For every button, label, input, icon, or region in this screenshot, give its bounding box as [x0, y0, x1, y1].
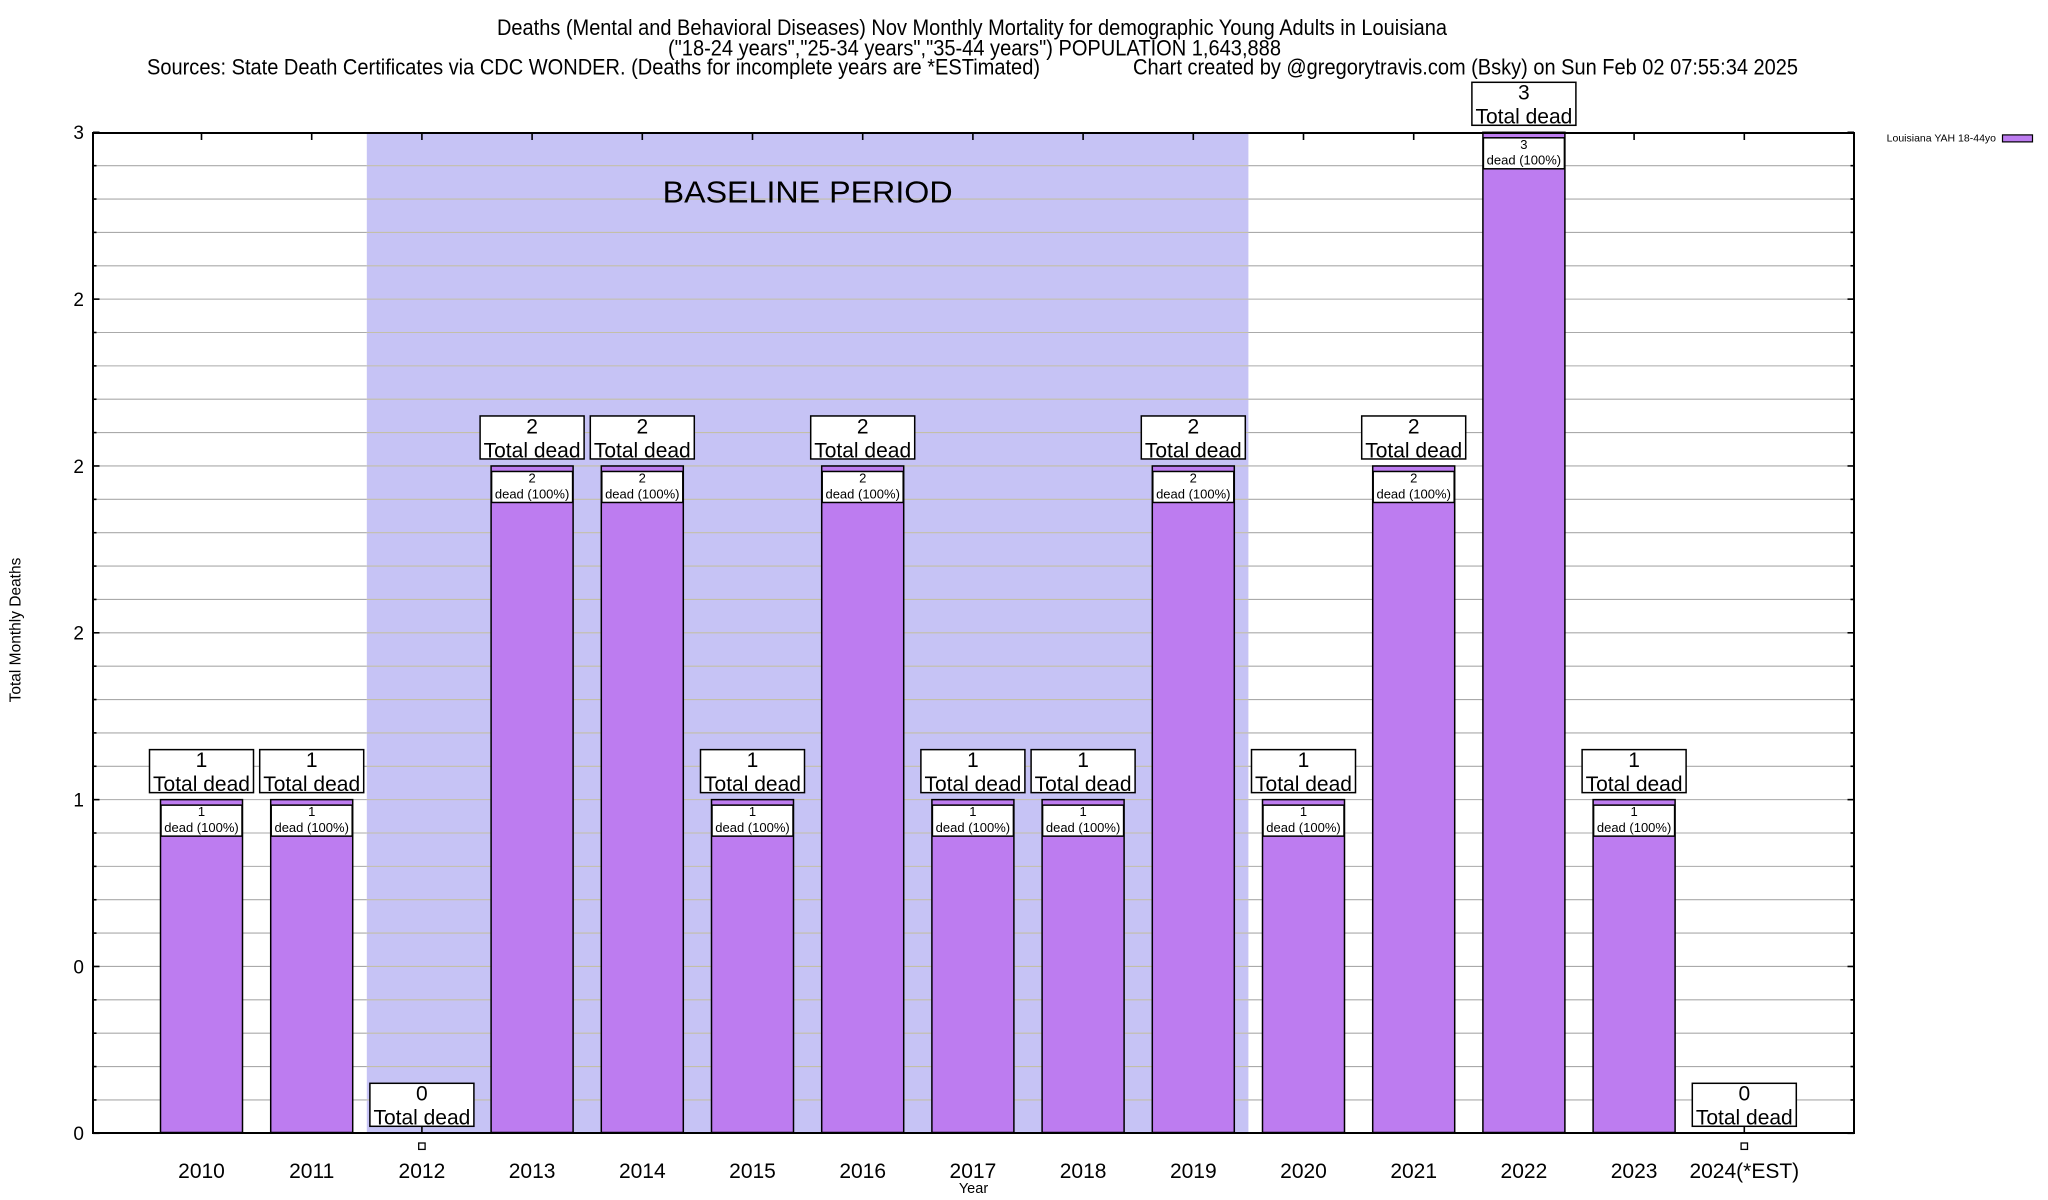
- svg-text:Total dead: Total dead: [1145, 439, 1242, 462]
- svg-text:2: 2: [73, 457, 84, 478]
- svg-text:1: 1: [967, 749, 979, 772]
- svg-text:2021: 2021: [1390, 1160, 1437, 1183]
- svg-text:dead (100%): dead (100%): [1597, 820, 1671, 835]
- svg-text:1: 1: [1079, 804, 1086, 819]
- svg-text:Total dead: Total dead: [1696, 1107, 1793, 1130]
- svg-text:2019: 2019: [1170, 1160, 1217, 1183]
- svg-text:Year: Year: [959, 1181, 988, 1197]
- svg-text:0: 0: [73, 957, 84, 978]
- svg-text:dead (100%): dead (100%): [825, 486, 899, 501]
- svg-text:2: 2: [857, 415, 869, 438]
- svg-text:dead (100%): dead (100%): [274, 820, 348, 835]
- svg-text:1: 1: [73, 791, 84, 812]
- svg-text:2011: 2011: [289, 1160, 334, 1183]
- svg-text:Total dead: Total dead: [1035, 773, 1132, 796]
- svg-text:1: 1: [306, 749, 318, 772]
- svg-text:Total dead: Total dead: [814, 439, 911, 462]
- svg-text:2022: 2022: [1501, 1160, 1548, 1183]
- svg-text:BASELINE PERIOD: BASELINE PERIOD: [663, 175, 953, 210]
- svg-text:1: 1: [198, 804, 205, 819]
- svg-text:dead (100%): dead (100%): [495, 486, 569, 501]
- svg-text:1: 1: [1628, 749, 1640, 772]
- svg-text:1: 1: [1630, 804, 1637, 819]
- svg-text:0: 0: [73, 1124, 84, 1145]
- svg-text:3: 3: [1520, 137, 1527, 152]
- svg-text:Deaths (Mental and Behavioral: Deaths (Mental and Behavioral Diseases) …: [497, 15, 1448, 40]
- svg-text:1: 1: [1298, 749, 1310, 772]
- svg-text:1: 1: [747, 749, 759, 772]
- svg-text:0: 0: [416, 1083, 428, 1106]
- svg-text:2023: 2023: [1611, 1160, 1658, 1183]
- svg-text:("18-24 years","25-34 years",": ("18-24 years","25-34 years","35-44 year…: [668, 35, 1281, 60]
- svg-text:1: 1: [749, 804, 756, 819]
- svg-text:2: 2: [859, 470, 866, 485]
- svg-text:3: 3: [73, 123, 84, 144]
- svg-text:2014: 2014: [619, 1160, 666, 1183]
- svg-text:Total dead: Total dead: [1255, 773, 1352, 796]
- svg-text:Total Monthly Deaths: Total Monthly Deaths: [8, 557, 25, 702]
- svg-text:2: 2: [636, 415, 648, 438]
- svg-text:2: 2: [1408, 415, 1420, 438]
- svg-text:Total dead: Total dead: [924, 773, 1021, 796]
- svg-text:dead (100%): dead (100%): [164, 820, 238, 835]
- svg-text:Total dead: Total dead: [1365, 439, 1462, 462]
- svg-text:2: 2: [528, 470, 535, 485]
- svg-text:Total dead: Total dead: [373, 1107, 470, 1130]
- svg-text:dead (100%): dead (100%): [605, 486, 679, 501]
- svg-text:dead (100%): dead (100%): [1487, 153, 1561, 168]
- svg-text:2020: 2020: [1280, 1160, 1327, 1183]
- svg-text:2015: 2015: [729, 1160, 776, 1183]
- svg-text:2013: 2013: [509, 1160, 556, 1183]
- svg-text:Total dead: Total dead: [153, 773, 250, 796]
- svg-text:2: 2: [73, 624, 84, 645]
- svg-text:2: 2: [639, 470, 646, 485]
- svg-text:dead (100%): dead (100%): [715, 820, 789, 835]
- svg-text:2012: 2012: [399, 1160, 446, 1183]
- svg-text:2018: 2018: [1060, 1160, 1107, 1183]
- svg-text:2: 2: [1187, 415, 1199, 438]
- svg-text:2: 2: [73, 290, 84, 311]
- svg-text:1: 1: [1077, 749, 1089, 772]
- svg-text:2: 2: [1190, 470, 1197, 485]
- svg-text:2016: 2016: [839, 1160, 886, 1183]
- svg-text:Total dead: Total dead: [704, 773, 801, 796]
- svg-text:Sources: State Death Certifica: Sources: State Death Certificates via CD…: [147, 55, 1040, 80]
- svg-text:2: 2: [526, 415, 538, 438]
- svg-text:Total dead: Total dead: [594, 439, 691, 462]
- svg-text:Total dead: Total dead: [484, 439, 581, 462]
- svg-text:Total dead: Total dead: [1475, 106, 1572, 129]
- svg-text:3: 3: [1518, 82, 1530, 105]
- svg-text:dead (100%): dead (100%): [1266, 820, 1340, 835]
- svg-text:1: 1: [196, 749, 208, 772]
- svg-text:1: 1: [1300, 804, 1307, 819]
- svg-text:2: 2: [1410, 470, 1417, 485]
- svg-text:dead (100%): dead (100%): [1376, 486, 1450, 501]
- svg-text:Chart created by @gregorytravi: Chart created by @gregorytravis.com (Bsk…: [1133, 55, 1798, 80]
- svg-text:Louisiana YAH 18-44yo: Louisiana YAH 18-44yo: [1887, 133, 1997, 145]
- svg-text:Total dead: Total dead: [263, 773, 360, 796]
- svg-text:2010: 2010: [178, 1160, 225, 1183]
- svg-text:1: 1: [308, 804, 315, 819]
- svg-text:1: 1: [969, 804, 976, 819]
- svg-text:dead (100%): dead (100%): [1046, 820, 1120, 835]
- svg-text:2017: 2017: [950, 1160, 997, 1183]
- svg-text:0: 0: [1738, 1083, 1750, 1106]
- svg-text:dead (100%): dead (100%): [1156, 486, 1230, 501]
- svg-text:Total dead: Total dead: [1586, 773, 1683, 796]
- svg-text:2024(*EST): 2024(*EST): [1689, 1160, 1799, 1183]
- svg-text:dead (100%): dead (100%): [936, 820, 1010, 835]
